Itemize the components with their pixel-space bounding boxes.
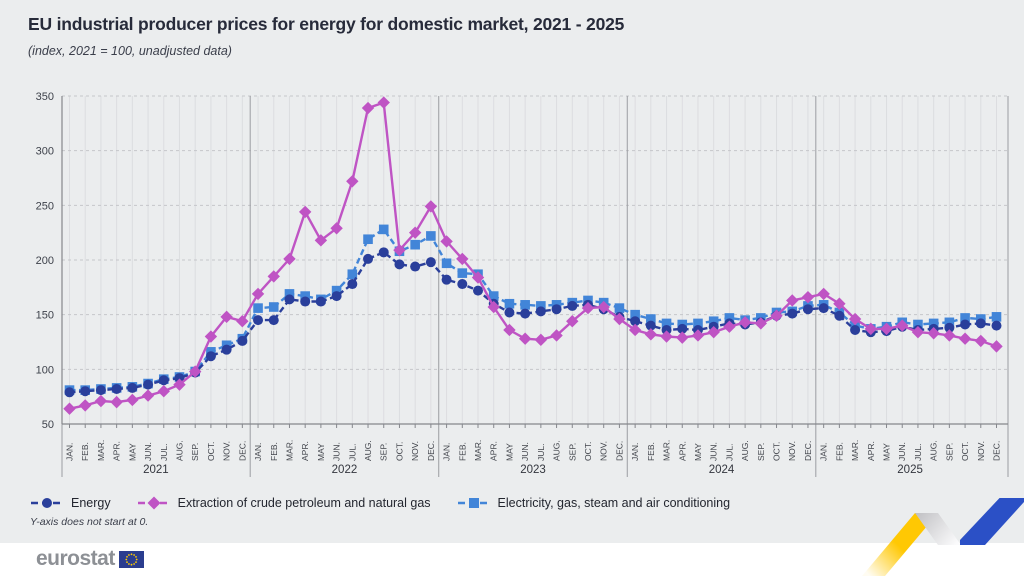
svg-text:AUG.: AUG.: [174, 440, 184, 461]
svg-text:FEB.: FEB.: [646, 442, 656, 461]
svg-text:JAN.: JAN.: [253, 443, 263, 461]
svg-text:2024: 2024: [709, 464, 735, 476]
svg-text:OCT.: OCT.: [394, 442, 404, 461]
svg-text:JAN.: JAN.: [65, 443, 75, 461]
svg-text:FEB.: FEB.: [457, 442, 467, 461]
svg-text:2021: 2021: [143, 464, 169, 476]
svg-text:JUN.: JUN.: [520, 442, 530, 461]
svg-text:200: 200: [36, 255, 54, 267]
svg-text:DEC.: DEC.: [237, 441, 247, 461]
legend-item-extraction: Extraction of crude petroleum and natura…: [137, 496, 431, 510]
eurostat-logo-text: eurostat: [36, 547, 115, 570]
svg-text:NOV.: NOV.: [222, 441, 232, 461]
svg-text:JUL.: JUL.: [724, 444, 734, 461]
chart-title: EU industrial producer prices for energy…: [28, 14, 625, 34]
svg-text:MAR.: MAR.: [473, 440, 483, 461]
svg-text:OCT.: OCT.: [206, 442, 216, 461]
svg-text:APR.: APR.: [112, 441, 122, 461]
svg-text:FEB.: FEB.: [834, 442, 844, 461]
svg-text:NOV.: NOV.: [787, 441, 797, 461]
svg-text:AUG.: AUG.: [552, 440, 562, 461]
svg-text:OCT.: OCT.: [583, 442, 593, 461]
svg-text:300: 300: [36, 146, 54, 158]
svg-text:2023: 2023: [520, 464, 546, 476]
svg-text:JAN.: JAN.: [630, 443, 640, 461]
svg-text:MAR.: MAR.: [850, 440, 860, 461]
svg-text:DEC.: DEC.: [803, 441, 813, 461]
y-axis-footnote: Y-axis does not start at 0.: [30, 516, 149, 528]
svg-text:AUG.: AUG.: [929, 440, 939, 461]
svg-text:150: 150: [36, 310, 54, 322]
svg-text:NOV.: NOV.: [410, 441, 420, 461]
svg-text:FEB.: FEB.: [269, 442, 279, 461]
footer-band: [0, 543, 1024, 576]
svg-text:NOV.: NOV.: [599, 441, 609, 461]
svg-text:JUL.: JUL.: [159, 444, 169, 461]
svg-text:JUL.: JUL.: [347, 444, 357, 461]
svg-text:SEP.: SEP.: [756, 443, 766, 461]
decorative-ribbon-graphic: [862, 498, 1024, 576]
svg-text:MAR.: MAR.: [284, 440, 294, 461]
svg-text:MAY: MAY: [882, 443, 892, 461]
svg-text:350: 350: [36, 91, 54, 103]
svg-text:MAR.: MAR.: [96, 440, 106, 461]
svg-text:AUG.: AUG.: [740, 440, 750, 461]
svg-text:250: 250: [36, 200, 54, 212]
svg-text:OCT.: OCT.: [772, 442, 782, 461]
svg-text:AUG.: AUG.: [363, 440, 373, 461]
svg-text:APR.: APR.: [300, 441, 310, 461]
eu-flag-icon: [118, 550, 144, 568]
svg-text:DEC.: DEC.: [426, 441, 436, 461]
legend-label-extraction: Extraction of crude petroleum and natura…: [177, 496, 431, 510]
svg-text:JUN.: JUN.: [709, 442, 719, 461]
svg-text:JUN.: JUN.: [332, 442, 342, 461]
energy-line-marker-icon: [31, 498, 63, 508]
svg-text:100: 100: [36, 364, 54, 376]
svg-text:MAY: MAY: [316, 443, 326, 461]
legend-item-electricity: Electricity, gas, steam and air conditio…: [457, 496, 731, 510]
svg-text:APR.: APR.: [866, 441, 876, 461]
svg-text:DEC.: DEC.: [614, 441, 624, 461]
svg-text:MAY: MAY: [693, 443, 703, 461]
extraction-line-marker-icon: [137, 496, 170, 510]
svg-text:50: 50: [42, 419, 54, 431]
chart-legend: Energy Extraction of crude petroleum and…: [30, 494, 730, 512]
svg-text:NOV.: NOV.: [976, 441, 986, 461]
electricity-line-marker-icon: [457, 498, 490, 508]
svg-text:SEP.: SEP.: [379, 443, 389, 461]
legend-item-energy: Energy: [30, 496, 111, 510]
svg-text:2025: 2025: [897, 464, 923, 476]
svg-text:DEC.: DEC.: [992, 441, 1002, 461]
svg-text:OCT.: OCT.: [960, 442, 970, 461]
svg-text:JUL.: JUL.: [536, 444, 546, 461]
svg-text:JUL.: JUL.: [913, 444, 923, 461]
svg-text:MAR.: MAR.: [662, 440, 672, 461]
eurostat-logo: eurostat: [36, 547, 144, 571]
svg-text:SEP.: SEP.: [190, 443, 200, 461]
svg-text:APR.: APR.: [489, 441, 499, 461]
legend-label-energy: Energy: [71, 496, 111, 510]
svg-text:SEP.: SEP.: [567, 443, 577, 461]
svg-text:JAN.: JAN.: [819, 443, 829, 461]
svg-text:JUN.: JUN.: [897, 442, 907, 461]
svg-text:APR.: APR.: [677, 441, 687, 461]
svg-text:2022: 2022: [332, 464, 358, 476]
legend-label-electricity: Electricity, gas, steam and air conditio…: [497, 496, 731, 510]
svg-text:SEP.: SEP.: [944, 443, 954, 461]
chart-subtitle: (index, 2021 = 100, unadjusted data): [28, 44, 232, 58]
svg-text:JUN.: JUN.: [143, 442, 153, 461]
svg-text:JAN.: JAN.: [442, 443, 452, 461]
svg-text:MAY: MAY: [504, 443, 514, 461]
svg-text:FEB.: FEB.: [80, 442, 90, 461]
price-index-line-chart: 50 100 150 200 250 300 350 JAN. FEB. MAR. APR. MAY J…: [36, 91, 1009, 477]
svg-text:MAY: MAY: [127, 443, 137, 461]
